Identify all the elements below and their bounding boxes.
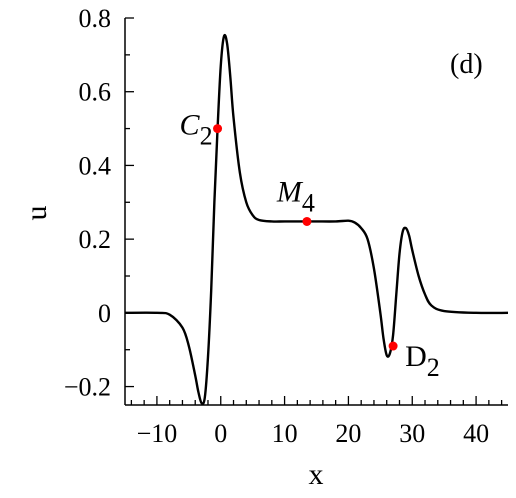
point-m4-marker xyxy=(302,216,312,226)
point-label-subscript: 4 xyxy=(302,188,315,217)
y-tick-label: 0.6 xyxy=(79,78,112,107)
y-tick-label: −0.2 xyxy=(64,373,111,402)
point-label-subscript: 2 xyxy=(200,122,213,151)
point-label-main: M xyxy=(276,175,304,208)
point-d2-label: D2 xyxy=(405,340,440,382)
x-tick-label: 40 xyxy=(463,419,489,448)
point-label-subscript: 2 xyxy=(427,353,440,382)
point-d2-marker xyxy=(388,341,398,351)
point-m4-label: M4 xyxy=(276,175,315,217)
series-line xyxy=(124,33,509,406)
x-tick-label: 10 xyxy=(272,419,298,448)
panel-label: (d) xyxy=(450,49,483,80)
x-tick-label: 0 xyxy=(214,419,227,448)
x-tick-label: 20 xyxy=(335,419,361,448)
point-label-main: D xyxy=(405,340,427,373)
x-axis-title: x xyxy=(309,458,324,491)
point-c2-marker xyxy=(213,124,223,134)
point-label-main: C xyxy=(180,109,201,142)
y-axis-title: u xyxy=(20,206,53,221)
y-tick-label: 0.2 xyxy=(79,225,112,254)
x-tick-label: 30 xyxy=(399,419,425,448)
y-tick-label: 0.8 xyxy=(79,4,112,33)
point-c2-label: C2 xyxy=(180,109,213,151)
y-tick-label: 0 xyxy=(98,299,111,328)
x-tick-label: −10 xyxy=(137,419,178,448)
y-tick-label: 0.4 xyxy=(79,151,112,180)
